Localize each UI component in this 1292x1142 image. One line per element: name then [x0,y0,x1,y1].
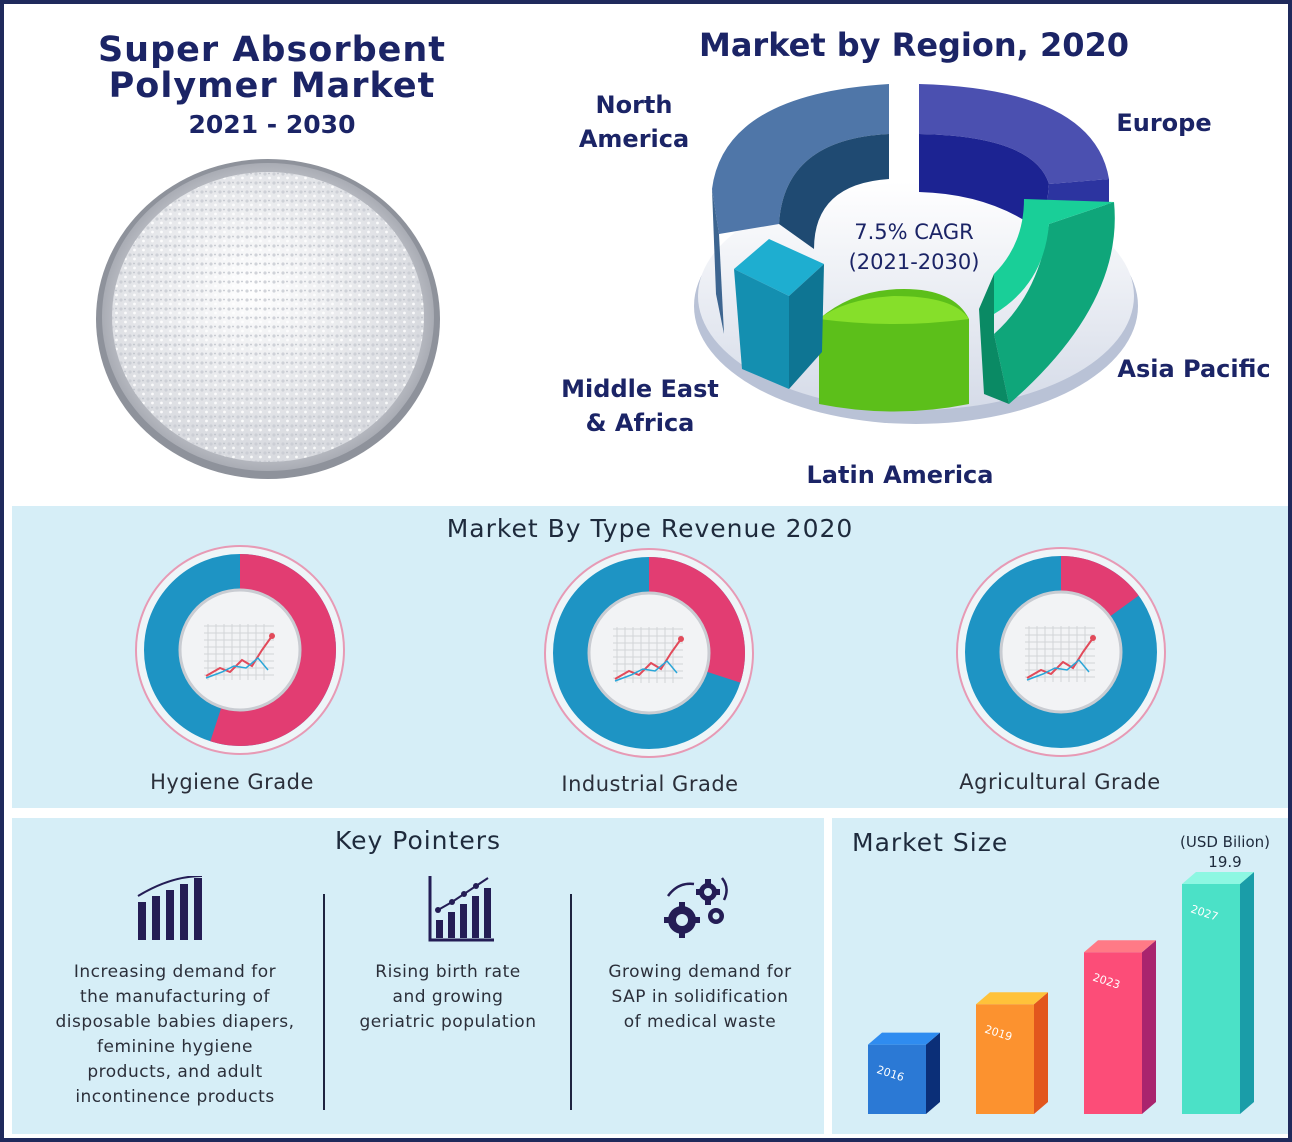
market-size-title: Market Size [852,828,1009,857]
cagr-line-2: (2021-2030) [848,250,980,274]
bar-chart-icon [137,876,203,940]
cagr-label: 7.5% CAGR (2021-2030) [824,217,1004,277]
sap-granules-photo [96,159,440,479]
title-line-2: Polymer Market [108,66,436,106]
market-size-panel: Market Size (USD Bilion) 19.9 2016 2019 20… [832,818,1288,1134]
key-pointers-panel: Key Pointers [12,818,824,1134]
pointer-1-text: Increasing demand for the manufacturing … [30,960,320,1110]
pointer-2-line: geriatric population [359,1012,537,1032]
pointer-3-text: Growing demand for SAP in solidification… [584,960,816,1035]
analytics-chart-icon [204,624,275,680]
market-size-bar [976,992,1048,1114]
cagr-line-1: 7.5% CAGR [854,220,974,244]
region-donut-chart [694,84,1138,424]
type-donut-chart [956,547,1166,757]
label-latin-america: Latin America [806,461,994,489]
market-size-unit-label: (USD Bilion) [1180,833,1270,851]
segment-middle-east-africa [734,239,824,389]
label-mea-line-1: Middle East [561,375,719,403]
type-donut-slice [210,554,336,746]
segment-north-america [712,84,889,334]
pointer-1-line: products, and adult [87,1062,263,1082]
type-revenue-title: Market By Type Revenue 2020 [446,514,854,543]
pointer-1-line: the manufacturing of [79,987,271,1007]
type-donut-slice [648,557,745,683]
market-size-bar [1084,940,1156,1114]
label-north-america: North America [564,88,704,156]
analytics-chart-icon [1025,626,1096,682]
type-label-industrial: Industrial Grade [561,772,739,796]
key-pointers-title: Key Pointers [334,826,502,855]
type-label-hygiene: Hygiene Grade [150,770,314,794]
pointer-2-text: Rising birth rate and growing geriatric … [338,960,558,1035]
type-donut-chart [135,545,345,755]
label-europe: Europe [1116,109,1212,137]
type-donut-chart [544,548,754,758]
label-asia-pacific: Asia Pacific [1117,355,1271,383]
label-middle-east-africa: Middle East & Africa [560,372,720,440]
market-size-unit: (USD Bilion) 19.9 [1172,832,1278,872]
pointer-1-line: disposable babies diapers, [55,1012,295,1032]
label-north-america-line-2: America [578,125,690,153]
market-size-last-value: 19.9 [1208,853,1242,871]
gears-icon [664,877,728,938]
market-size-bar [1182,872,1254,1114]
type-label-agricultural: Agricultural Grade [959,770,1161,794]
pointer-3-line: Growing demand for [608,962,792,982]
pointer-2-line: and growing [392,987,504,1007]
pointer-1-line: incontinence products [75,1087,275,1107]
type-donut-slice [1060,556,1139,618]
segment-asia-pacific [979,199,1115,404]
type-revenue-panel: Market By Type Revenue 2020 Hygiene Grad… [12,506,1288,808]
title-line-1: Super Absorbent [97,30,447,70]
pointer-3-line: of medical waste [623,1012,777,1032]
title-years: 2021 - 2030 [188,110,356,139]
pointer-3-line: SAP in solidification [611,987,789,1007]
segment-latin-america [819,289,969,412]
label-mea-line-2: & Africa [585,409,695,437]
pointer-2-line: Rising birth rate [375,962,521,982]
market-size-bar [868,1032,940,1114]
pointer-1-line: Increasing demand for [73,962,277,982]
region-chart-title: Market by Region, 2020 [698,26,1130,64]
growth-chart-icon [428,876,494,942]
analytics-chart-icon [613,627,684,683]
pointer-divider-2 [570,894,572,1110]
label-north-america-line-1: North [595,91,673,119]
pointer-divider-1 [323,894,325,1110]
pointer-1-line: feminine hygiene [97,1037,253,1057]
infographic-title: Super Absorbent Polymer Market 2021 - 20… [92,32,452,142]
